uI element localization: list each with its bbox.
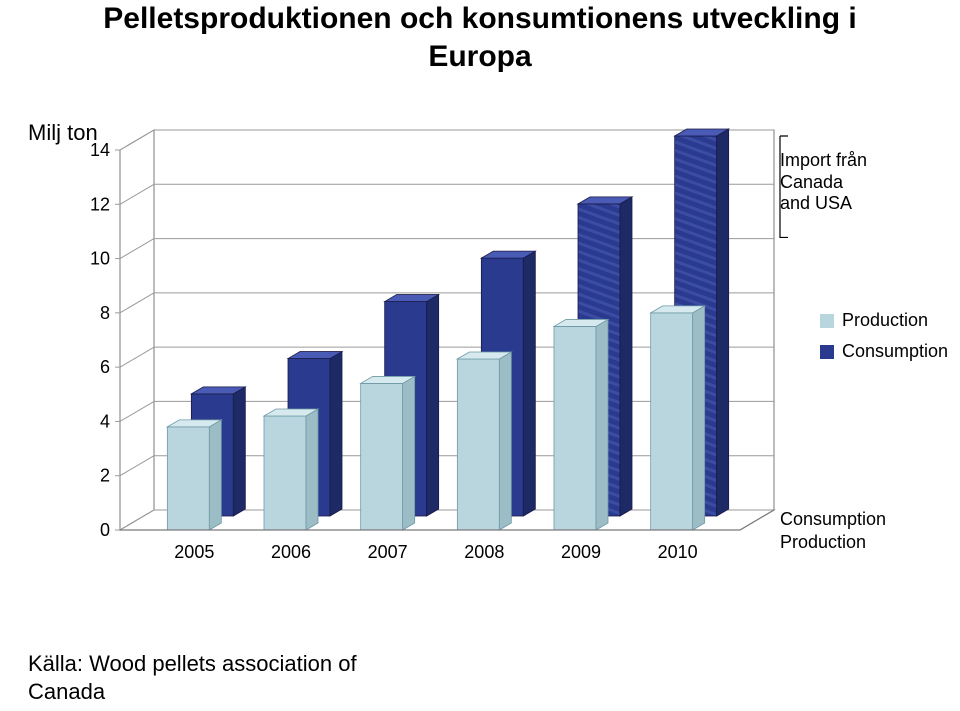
legend-label-production: Production [842,310,928,331]
svg-text:10: 10 [90,249,110,269]
svg-text:12: 12 [90,194,110,214]
legend-row-consumption: Consumption [820,341,948,362]
svg-text:2010: 2010 [658,542,698,562]
legend-row-production: Production [820,310,948,331]
source-line-1: Källa: Wood pellets association of [28,651,357,676]
annotation-line-1: Import från [780,150,867,172]
chart-title: Pelletsproduktionen och konsumtionens ut… [0,0,960,75]
y-axis-label: Milj ton [28,120,98,146]
svg-text:6: 6 [100,357,110,377]
svg-text:2007: 2007 [368,542,408,562]
svg-text:2009: 2009 [561,542,601,562]
chart-3d: 02468101214200520062007200820092010 [70,150,770,580]
svg-text:2: 2 [100,466,110,486]
legend-swatch-consumption [820,345,834,359]
svg-text:0: 0 [100,520,110,540]
source-citation: Källa: Wood pellets association of Canad… [28,650,357,705]
title-line-2: Europa [428,40,531,73]
annotation-line-3: and USA [780,193,867,215]
depth-axis-labels: Consumption Production [780,508,886,555]
legend-label-consumption: Consumption [842,341,948,362]
svg-text:2005: 2005 [174,542,214,562]
import-annotation: Import från Canada and USA [780,150,867,215]
svg-text:4: 4 [100,411,110,431]
svg-text:2008: 2008 [464,542,504,562]
source-line-2: Canada [28,679,105,704]
depth-label-consumption: Consumption [780,508,886,531]
title-line-1: Pelletsproduktionen och konsumtionens ut… [103,2,856,35]
svg-text:8: 8 [100,303,110,323]
svg-text:2006: 2006 [271,542,311,562]
chart-svg: 02468101214200520062007200820092010 [70,150,770,580]
annotation-line-2: Canada [780,172,867,194]
svg-text:14: 14 [90,140,110,160]
legend-swatch-production [820,314,834,328]
depth-label-production: Production [780,531,886,554]
legend: Production Consumption [820,310,948,372]
